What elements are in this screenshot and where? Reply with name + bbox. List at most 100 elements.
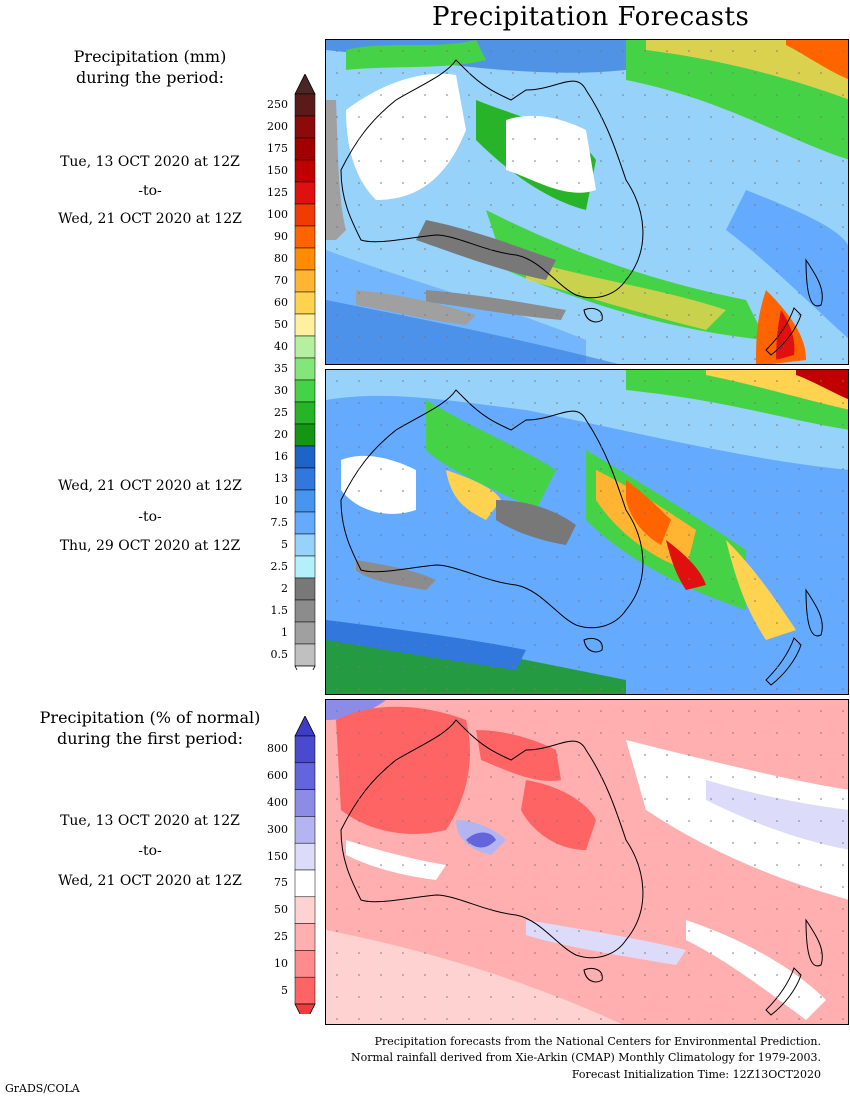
precip-colorbar-swatch xyxy=(294,137,316,161)
panel1-to: -to- xyxy=(138,183,162,199)
precip-colorbar-tick-label: 10 xyxy=(274,494,288,507)
pct-colorbar-swatch xyxy=(294,950,316,978)
footer-line1: Precipitation forecasts from the Nationa… xyxy=(374,1035,821,1048)
precip-colorbar-swatch xyxy=(294,115,316,139)
precip-colorbar-tick-label: 16 xyxy=(274,450,288,463)
precip-colorbar-swatch xyxy=(294,555,316,579)
precip-colorbar-swatch xyxy=(294,291,316,315)
precip-colorbar-tick-label: 175 xyxy=(267,142,288,155)
precip-colorbar-tick-label: 13 xyxy=(274,472,288,485)
precip-colorbar-swatch xyxy=(294,335,316,359)
precip-colorbar-tick-label: 2.5 xyxy=(270,560,289,573)
precip-colorbar-tick-label: 30 xyxy=(274,384,288,397)
precip-colorbar-tick-label: 0.5 xyxy=(270,648,289,661)
precip-colorbar-swatch xyxy=(294,467,316,491)
precip-colorbar-swatch xyxy=(294,379,316,403)
precip-colorbar-tick-label: 60 xyxy=(274,296,288,309)
precip-colorbar-tick-label: 25 xyxy=(274,406,288,419)
pct-colorbar-swatch xyxy=(294,923,316,951)
panel1-label-line1: Precipitation (mm) xyxy=(73,47,227,66)
precip-colorbar-swatch xyxy=(294,313,316,337)
precip-colorbar-tick-label: 2 xyxy=(281,582,288,595)
panel3-start-date: Tue, 13 OCT 2020 at 12Z xyxy=(60,813,240,829)
precip-colorbar-swatch xyxy=(294,423,316,447)
pct-colorbar-tick-label: 75 xyxy=(274,876,288,890)
pct-colorbar-tick-label: 800 xyxy=(267,742,288,756)
pct-colorbar-swatch xyxy=(294,976,316,1005)
precip-colorbar-swatch xyxy=(294,357,316,381)
precip-colorbar-tick-label: 7.5 xyxy=(270,516,289,529)
pct-colorbar-swatch xyxy=(294,896,316,924)
precip-colorbar-tick-label: 50 xyxy=(274,318,288,331)
map-week1-graphic xyxy=(326,40,848,364)
precip-colorbar-swatch xyxy=(294,445,316,469)
pct-colorbar-swatch xyxy=(294,789,316,817)
precip-colorbar-swatch xyxy=(294,621,316,645)
pct-colorbar-graphic xyxy=(294,715,316,1025)
panel2-end-date: Thu, 29 OCT 2020 at 12Z xyxy=(59,538,241,554)
panel1-label-line2: during the period: xyxy=(76,68,224,87)
precip-colorbar-swatch xyxy=(294,533,316,557)
precip-colorbar-graphic xyxy=(294,73,316,687)
precip-colorbar-tick-label: 150 xyxy=(267,164,288,177)
pct-colorbar-tick-label: 300 xyxy=(267,822,288,836)
panel3-to: -to- xyxy=(138,843,162,859)
credit-label: GrADS/COLA xyxy=(5,1082,80,1095)
pct-colorbar-swatch xyxy=(294,869,316,898)
precip-colorbar-tick-label: 40 xyxy=(274,340,288,353)
precip-colorbar-swatch xyxy=(294,203,316,227)
map-panel-week2 xyxy=(325,369,849,695)
panel3-label: Precipitation (% of normal) during the f… xyxy=(30,707,270,749)
precip-colorbar-tick-label: 5 xyxy=(281,538,288,551)
precip-colorbar-swatch xyxy=(294,225,316,249)
precip-colorbar-swatch xyxy=(294,577,316,601)
map-percent-graphic xyxy=(326,700,848,1024)
precip-colorbar-tick-label: 70 xyxy=(274,274,288,287)
pct-colorbar-swatch xyxy=(294,762,316,790)
precip-colorbar-swatch xyxy=(294,269,316,293)
precip-colorbar-swatch xyxy=(294,159,316,183)
precip-colorbar-swatch xyxy=(294,93,316,117)
precip-colorbar xyxy=(294,73,334,687)
map-week2-graphic xyxy=(326,370,848,694)
pct-colorbar-swatch xyxy=(294,842,316,871)
panel3-label-line1: Precipitation (% of normal) xyxy=(39,708,261,727)
pct-colorbar-bottom-arrow xyxy=(294,1003,316,1025)
precip-colorbar-swatch xyxy=(294,599,316,623)
pct-colorbar-tick-label: 600 xyxy=(267,769,288,783)
precip-colorbar-tick-label: 90 xyxy=(274,230,288,243)
precip-colorbar-swatch xyxy=(294,401,316,425)
precip-colorbar-tick-label: 100 xyxy=(267,208,288,221)
pct-colorbar-tick-label: 10 xyxy=(274,956,288,970)
panel3-label-line2: during the first period: xyxy=(56,729,244,748)
pct-colorbar-swatch xyxy=(294,735,316,764)
precip-colorbar-tick-label: 1 xyxy=(281,626,288,639)
footer-line2: Normal rainfall derived from Xie-Arkin (… xyxy=(351,1051,821,1064)
precip-colorbar-top-arrow xyxy=(294,73,316,95)
pct-colorbar-tick-label: 5 xyxy=(281,983,288,997)
pct-colorbar-swatch xyxy=(294,816,316,844)
precip-colorbar-swatch xyxy=(294,511,316,535)
panel1-label: Precipitation (mm) during the period: xyxy=(40,46,260,88)
precip-colorbar-tick-label: 1.5 xyxy=(270,604,289,617)
pct-colorbar-tick-label: 50 xyxy=(274,903,288,917)
precip-colorbar-swatch xyxy=(294,489,316,513)
precip-colorbar-tick-label: 250 xyxy=(267,98,288,111)
panel1-end-date: Wed, 21 OCT 2020 at 12Z xyxy=(58,211,242,227)
pct-colorbar-tick-label: 400 xyxy=(267,796,288,809)
panel2-start-date: Wed, 21 OCT 2020 at 12Z xyxy=(58,478,242,494)
panel1-start-date: Tue, 13 OCT 2020 at 12Z xyxy=(60,154,240,170)
pct-colorbar-tick-label: 25 xyxy=(274,930,288,943)
pct-colorbar xyxy=(294,715,334,1025)
pct-colorbar-tick-label: 150 xyxy=(267,849,288,863)
page-title: Precipitation Forecasts xyxy=(432,2,750,32)
pct-colorbar-top-arrow xyxy=(294,715,316,737)
panel2-to: -to- xyxy=(138,509,162,525)
precip-colorbar-swatch xyxy=(294,247,316,271)
precip-colorbar-tick-label: 20 xyxy=(274,428,288,441)
precip-colorbar-tick-label: 200 xyxy=(267,120,288,133)
map-panel-week1 xyxy=(325,39,849,365)
precip-colorbar-bottom-arrow xyxy=(294,665,316,687)
footer-line3: Forecast Initialization Time: 12Z13OCT20… xyxy=(571,1068,821,1081)
map-panel-percent-normal xyxy=(325,699,849,1025)
